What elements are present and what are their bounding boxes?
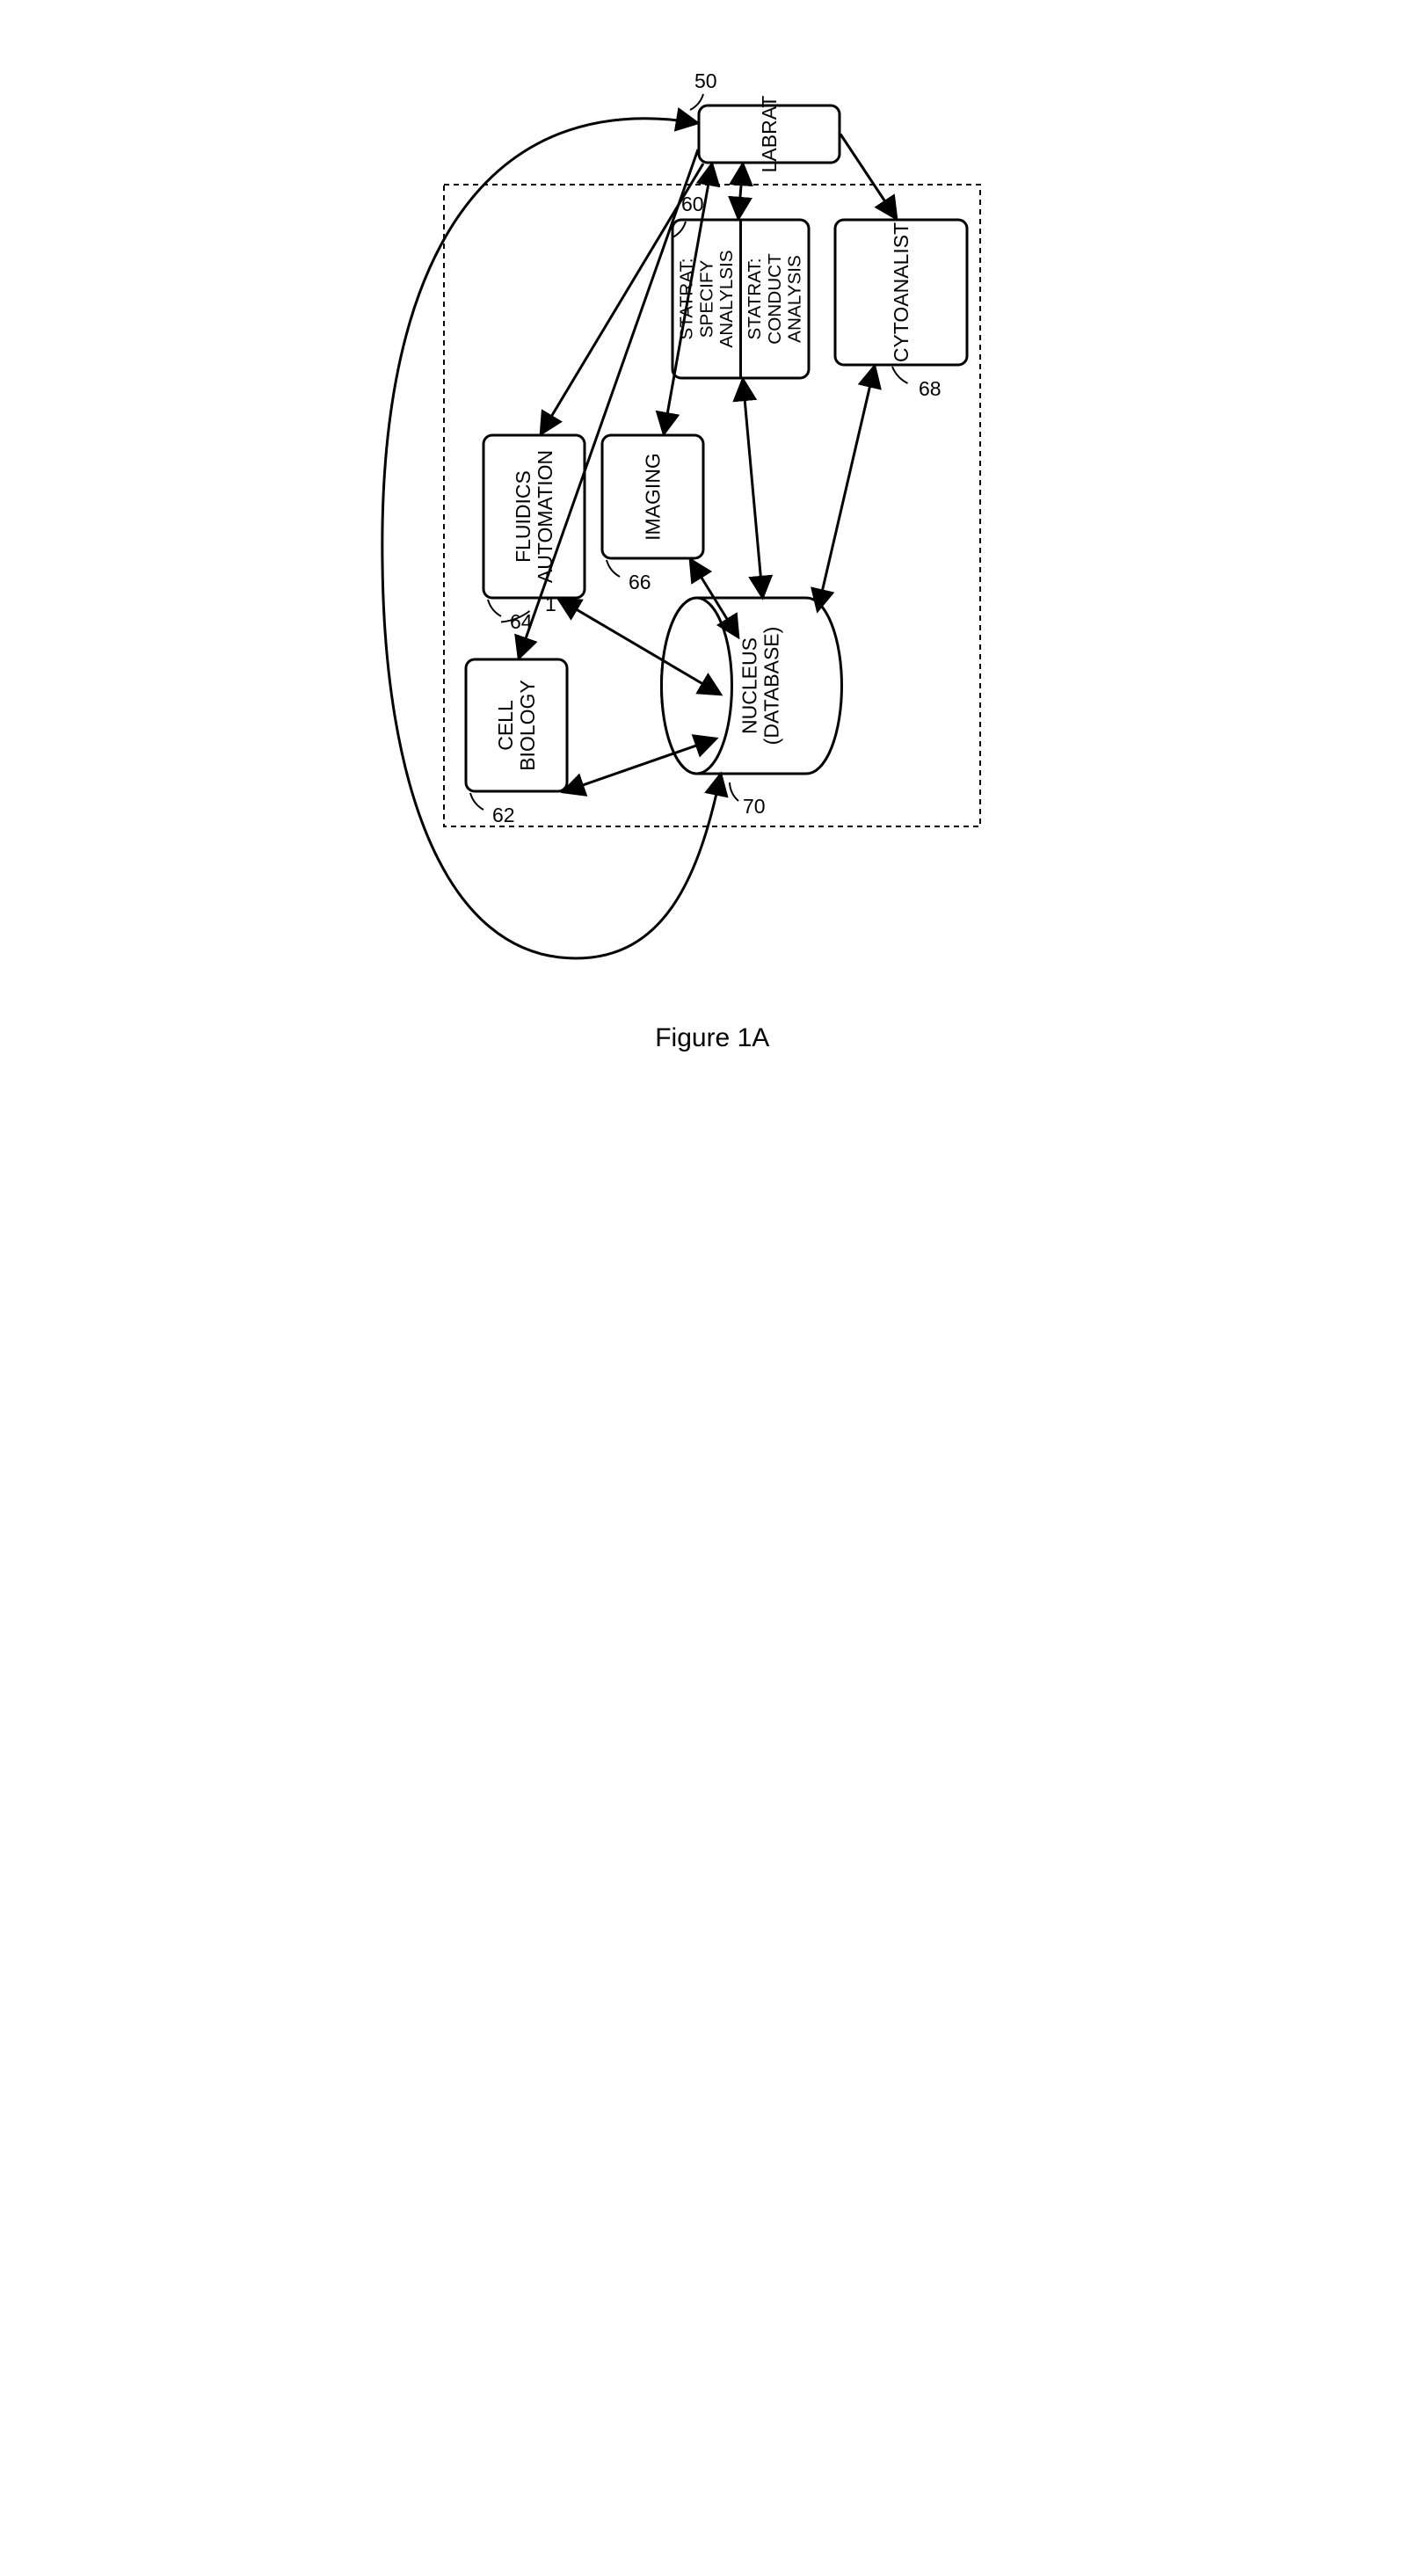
edge-statrat-nucleus — [743, 379, 763, 598]
svg-text:(DATABASE): (DATABASE) — [760, 627, 783, 746]
ref-imaging: 66 — [629, 571, 651, 593]
edge-cyto-nucleus — [818, 366, 875, 611]
svg-text:BIOLOGY: BIOLOGY — [516, 680, 539, 771]
figure-label: Figure 1A — [655, 1023, 769, 1052]
svg-text:CONDUCT: CONDUCT — [765, 253, 785, 345]
ref-cyto: 68 — [919, 377, 942, 400]
svg-text:LABRAT: LABRAT — [758, 96, 781, 173]
svg-text:SPECIFY: SPECIFY — [697, 260, 717, 338]
system-diagram: LABRAT50CYTOANALIST68STATRAT:SPECIFYANAL… — [356, 35, 1069, 1323]
svg-text:FLUIDICS: FLUIDICS — [512, 470, 534, 563]
svg-text:CELL: CELL — [494, 700, 517, 751]
svg-text:CYTOANALIST: CYTOANALIST — [890, 222, 912, 362]
imaging-box: IMAGING — [602, 435, 703, 558]
edge-labrat-cyto — [840, 135, 897, 220]
svg-text:ANALYSIS: ANALYSIS — [785, 255, 805, 343]
ref-labrat: 50 — [694, 69, 717, 92]
cytoanalist-box: CYTOANALIST — [835, 220, 967, 365]
cellbio-box: CELLBIOLOGY — [466, 659, 567, 791]
edge-labrat-cellbio — [519, 149, 698, 659]
svg-text:STATRAT:: STATRAT: — [745, 258, 765, 339]
edge-labrat-statrat — [738, 164, 743, 219]
svg-text:IMAGING: IMAGING — [642, 453, 665, 541]
ref-nucleus: 70 — [743, 795, 766, 818]
svg-text:ANALYLSIS: ANALYLSIS — [716, 250, 737, 347]
ref-system: 1 — [545, 593, 556, 615]
svg-text:NUCLEUS: NUCLEUS — [738, 637, 761, 734]
labrat-box: LABRAT — [699, 96, 840, 173]
statrat-box: STATRAT:SPECIFYANALYLSISSTATRAT:CONDUCTA… — [673, 220, 809, 378]
ref-cellbio: 62 — [492, 804, 515, 826]
